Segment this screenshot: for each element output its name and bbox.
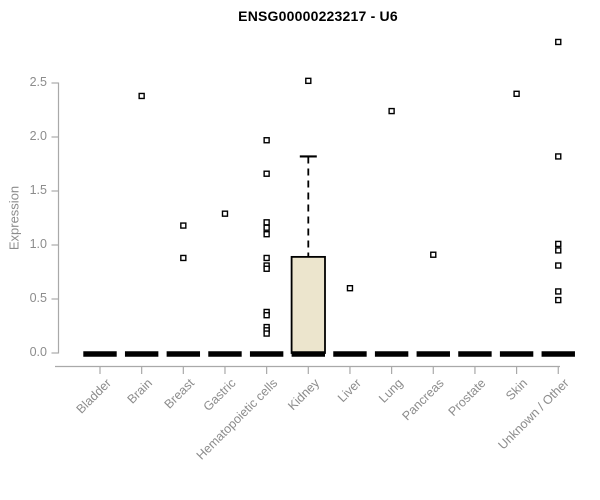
outlier-point [263, 137, 270, 144]
outlier-point [346, 285, 354, 292]
median-bar [333, 351, 367, 357]
outlier-point [263, 312, 270, 319]
median-bar [249, 351, 284, 357]
y-tick-label: 2.0 [29, 129, 47, 143]
outlier-point [180, 222, 187, 229]
outlier-point [555, 262, 562, 269]
outlier-point [263, 219, 270, 226]
outlier-point [555, 296, 562, 304]
median-bar [166, 351, 201, 357]
outlier-point [180, 254, 187, 262]
median-bar [458, 351, 492, 357]
outlier-point [263, 230, 270, 238]
y-tick-label: 0.0 [29, 345, 47, 359]
y-tick-label: 2.5 [29, 75, 47, 89]
outlier-point [263, 265, 270, 272]
box [290, 255, 326, 354]
outlier-point [555, 38, 562, 46]
outlier-point [263, 254, 270, 262]
y-tick-label: 1.0 [29, 237, 47, 251]
outlier-point [263, 224, 270, 231]
outlier-point [430, 251, 437, 258]
median-bar [208, 351, 242, 357]
outlier-point [555, 240, 562, 248]
outlier-point [555, 288, 562, 295]
outlier-point [305, 77, 312, 85]
outlier-point [263, 330, 270, 337]
y-tick-label: 0.5 [29, 291, 47, 305]
median-bar [83, 351, 117, 357]
outlier-point [513, 90, 520, 98]
chart-title: ENSG00000223217 - U6 [238, 8, 398, 24]
median-bar [416, 351, 450, 357]
outlier-point [555, 247, 562, 254]
outlier-point [221, 210, 229, 217]
median-bar [291, 351, 325, 357]
median-bar [124, 351, 159, 357]
outlier-point [263, 170, 270, 177]
outlier-point [138, 92, 145, 100]
median-bar [374, 351, 409, 357]
median-bar [499, 351, 534, 357]
outlier-point [388, 107, 395, 115]
outlier-point [555, 153, 562, 160]
y-tick-label: 1.5 [29, 183, 47, 197]
median-bar [541, 351, 575, 357]
